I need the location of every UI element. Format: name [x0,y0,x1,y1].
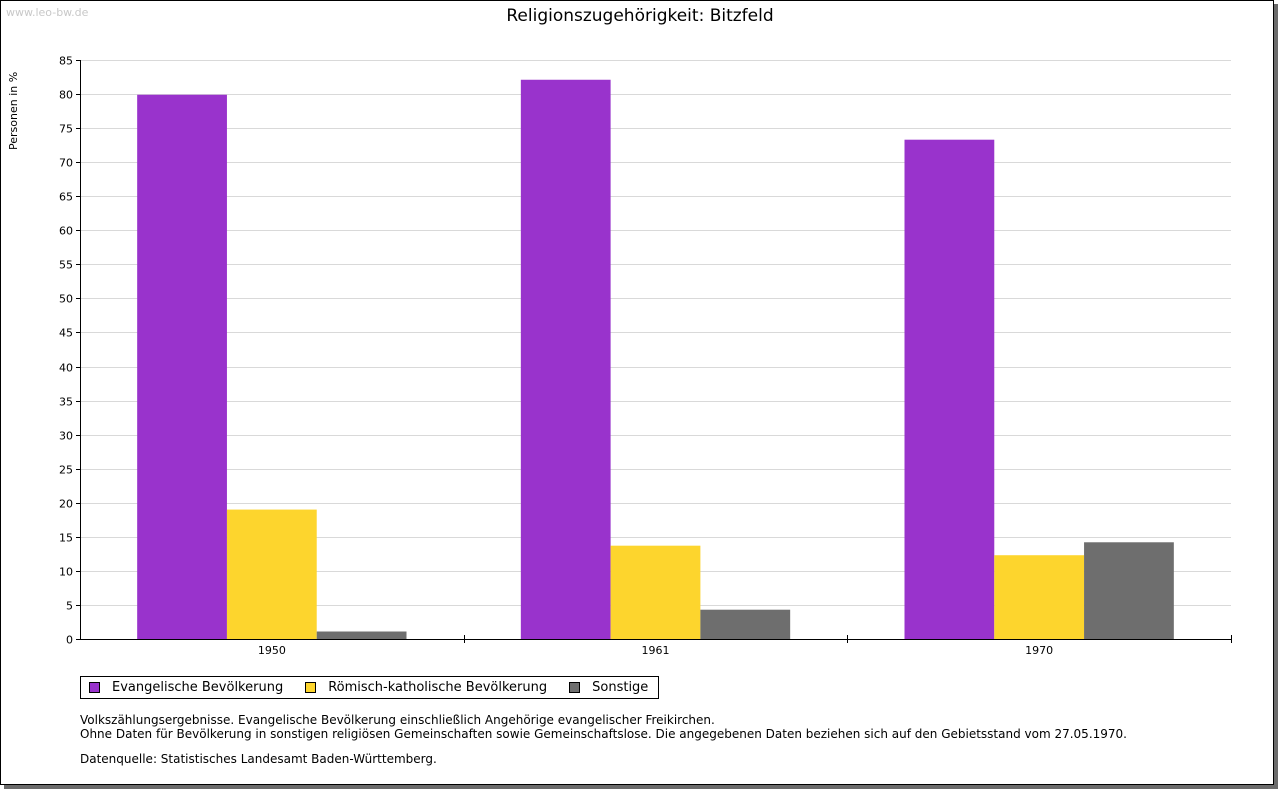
axes: 0 5 10 15 20 25 30 35 40 45 50 55 60 65 70 75 80 85 1950 19… [59,55,1232,657]
y-tick-label: 60 [59,225,73,238]
legend-label: Sonstige [592,680,649,695]
y-tick-label: 70 [59,157,73,170]
note-line-2: Ohne Daten für Bevölkerung in sonstigen … [80,727,1127,741]
legend: Evangelische Bevölkerung Römisch-katholis… [80,676,660,699]
legend-swatch [305,682,317,693]
chart-title: Religionszugehörigkeit: Bitzfeld [506,6,773,26]
legend-swatch [89,682,100,693]
legend-item-1: Evangelische Bevölkerung [89,680,283,695]
y-tick-label: 40 [59,362,73,375]
legend-item-2: Römisch-katholische Bevölkerung [305,680,547,695]
y-tick-label: 20 [59,498,73,511]
legend-item-3: Sonstige [569,680,648,695]
y-tick-label: 10 [59,566,73,579]
y-tick-label: 50 [59,293,73,306]
watermark: www.leo-bw.de [6,6,89,19]
bar-1961-2 [610,545,701,639]
y-tick-label: 15 [59,532,73,545]
y-tick-label: 80 [59,89,73,102]
y-tick-label: 55 [59,259,73,272]
chart-notes: Volkszählungsergebnisse. Evangelische Be… [80,713,1127,741]
bar-1970-1 [904,139,995,640]
note-line-1: Volkszählungsergebnisse. Evangelische Be… [80,713,715,727]
bar-1970-3 [1084,542,1174,639]
y-tick-label: 65 [59,191,73,204]
legend-swatch [569,682,581,693]
y-tick-label: 5 [66,600,73,613]
x-tick-label: 1950 [258,644,286,657]
y-tick-label: 30 [59,430,73,443]
x-tick-label: 1970 [1025,644,1053,657]
bar-1950-2 [226,509,317,639]
y-tick-label: 25 [59,464,73,477]
bar-1961-3 [700,609,791,639]
y-tick-label: 45 [59,327,73,340]
y-tick-label: 75 [59,123,73,136]
y-tick-label: 85 [59,55,73,68]
data-source: Datenquelle: Statistisches Landesamt Bad… [80,752,437,766]
legend-label: Römisch-katholische Bevölkerung [328,680,548,695]
bar-1970-2 [994,555,1085,639]
x-tick-label: 1961 [642,644,670,657]
y-tick-label: 0 [66,634,73,647]
bar-1961-1 [520,79,611,639]
y-axis-label: Personen in % [7,72,20,150]
y-tick-label: 35 [59,396,73,409]
bar-1950-3 [316,631,407,639]
bar-1950-1 [137,94,227,640]
legend-label: Evangelische Bevölkerung [112,680,284,695]
bars [137,79,1174,640]
